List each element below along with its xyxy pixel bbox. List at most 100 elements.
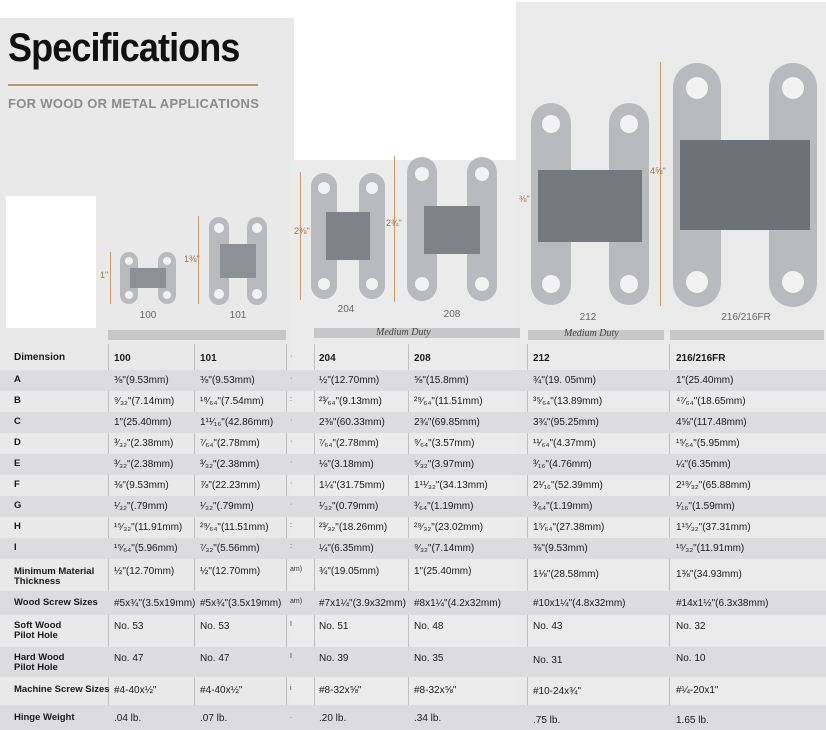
cell-212: 1⅛"(28.58mm) [533,569,599,580]
column-separator [108,344,109,730]
cell-100: ³⁄₃₂"(2.38mm) [114,459,174,470]
cell-100: ¹⁄₃₂"(.79mm) [114,501,168,512]
table-header-216: 216/216FR [676,353,726,364]
page-title: Specifications [8,26,240,70]
cell-101: ½"(12.70mm) [200,566,261,577]
cell-208: ²⁹⁄₆₄"(11.51mm) [414,396,483,407]
cell-101: ⁷⁄₆₄"(2.78mm) [200,438,260,449]
column-separator [669,344,670,730]
cell-208: ⁹⁄₆₄"(3.57mm) [414,438,475,449]
cell-101: 1¹¹⁄₁₆"(42.86mm) [200,417,274,428]
cell-100: ⁹⁄₃₂"(7.14mm) [114,396,175,407]
table-header-204: 204 [319,353,336,364]
dimension-212: ⅜" [519,194,530,204]
dimension-line-216 [660,62,661,306]
table-row: Hinge Weight .04 lb. .07 lb. . .20 lb. .… [0,705,826,730]
cell-204: #8-32x⅝" [319,685,362,696]
model-label-212: 212 [579,312,597,323]
cell-101: ⁷⁄₃₂"(5.56mm) [200,543,260,554]
gap-mark: am) [290,566,303,573]
dimension-101: 1⅜" [184,254,200,264]
page-subtitle: FOR WOOD OR METAL APPLICATIONS [8,96,260,111]
table-row: C 1"(25.40mm) 1¹¹⁄₁₆"(42.86mm) · 2⅜"(60.… [0,412,826,433]
gap-mark: · [290,375,293,382]
dimension-204: 2⅜" [294,226,310,236]
cell-208: .34 lb. [414,713,442,724]
cell-208: ⁵⁄₃₂"(3.97mm) [414,459,475,470]
gap-mark: I [290,653,292,660]
cell-101: ⅜"(9.53mm) [200,375,255,386]
table-header-dimension: Dimension [14,352,66,363]
row-label: D [14,437,21,448]
hinge-208-image [407,157,497,301]
table-header-212: 212 [533,353,550,364]
duty-bar-medium-2 [528,330,664,340]
cell-216: 1"(25.40mm) [676,375,734,386]
cell-216: ¼"(6.35mm) [676,459,731,470]
cell-204: ⁷⁄₆₄"(2.78mm) [319,438,379,449]
table-row: B ⁹⁄₃₂"(7.14mm) ¹⁹⁄₆₄"(7.54mm) : ²³⁄₆₄"(… [0,391,826,412]
cell-208: No. 35 [414,653,444,664]
column-separator [314,344,315,730]
cell-212: 2¹⁄₁₆"(52.39mm) [533,480,603,491]
table-row: F ⅜"(9.53mm) ⅞"(22.23mm) · 1¼"(31.75mm) … [0,475,826,496]
gap-mark: · [290,480,293,487]
cell-100: ¹⁵⁄₃₂"(11.91mm) [114,522,183,533]
cell-212: ⅜"(9.53mm) [533,543,588,554]
dimension-208: 2¾" [386,218,402,228]
gap-mark: · [290,501,293,508]
dimension-216: 4⅝" [650,166,666,176]
row-label: Machine Screw Sizes [14,684,110,695]
model-label-204: 204 [337,304,355,315]
table-row: A ⅜"(9.53mm) ⅜"(9.53mm) · ½"(12.70mm) ⅝"… [0,370,826,391]
cell-208: #8-32x⅝" [414,685,457,696]
column-separator [194,344,195,730]
gap-mark: . [290,713,292,720]
cell-204: No. 51 [319,621,349,632]
cell-212: ¹¹⁄₆₄"(4.37mm) [533,438,596,449]
model-label-216: 216/216FR [721,312,771,323]
row-label: Minimum Material Thickness [14,566,95,587]
model-label-100: 100 [139,310,157,321]
column-separator [408,344,409,730]
cell-101: #5x¾"(3.5x19mm) [200,598,282,609]
cell-100: #5x¾"(3.5x19mm) [114,598,196,609]
gap-mark: : [290,396,292,403]
cell-204: .20 lb. [319,713,347,724]
cell-100: 1"(25.40mm) [114,417,172,428]
row-label: A [14,374,21,385]
cell-216: No. 32 [676,621,706,632]
cell-212: .75 lb. [533,715,561,726]
cell-212: ³⁄₆₄"(1.19mm) [533,501,593,512]
cell-212: No. 31 [533,655,563,666]
table-row: G ¹⁄₃₂"(.79mm) ¹⁄₃₂"(.79mm) · ¹⁄₃₂"(0.79… [0,496,826,517]
dimension-line-100 [110,252,111,304]
dimension-line-204 [300,172,301,300]
cell-208: 1¹¹⁄₃₂"(34.13mm) [414,480,488,491]
cell-212: 1⁵⁄₆₄"(27.38mm) [533,522,605,533]
row-label: Hinge Weight [14,712,75,723]
hinge-204-image [311,173,385,299]
row-label: C [14,416,21,427]
cell-204: ²³⁄₆₄"(9.13mm) [319,396,382,407]
table-header-row: Dimension 100 101 · 204 208 212 216/216F… [0,344,826,370]
hinge-212-image [531,103,649,305]
cell-208: 2¾"(69.85mm) [414,417,480,428]
cell-212: #10-24x¾" [533,686,582,697]
table-row: Minimum Material Thickness ½"(12.70mm) ½… [0,559,826,589]
row-label: Soft Wood Pilot Hole [14,620,62,641]
cell-204: ½"(12.70mm) [319,375,380,386]
cell-212: #10x1¼"(4.8x32mm) [533,598,626,609]
row-label: Hard Wood Pilot Hole [14,652,65,673]
gap-mark: am) [290,598,303,605]
cell-101: No. 53 [200,621,230,632]
cell-216: 4⅝"(117.48mm) [676,417,747,428]
cell-216: ⁴⁷⁄₆₄"(18.65mm) [676,396,746,407]
gap-mark: · [290,353,293,360]
table-header-101: 101 [200,353,217,364]
dimension-line-208 [394,156,395,302]
table-header-100: 100 [114,353,131,364]
cell-101: ⅞"(22.23mm) [200,480,261,491]
hinge-216-image [673,63,817,307]
cell-216: 1.65 lb. [676,715,709,726]
